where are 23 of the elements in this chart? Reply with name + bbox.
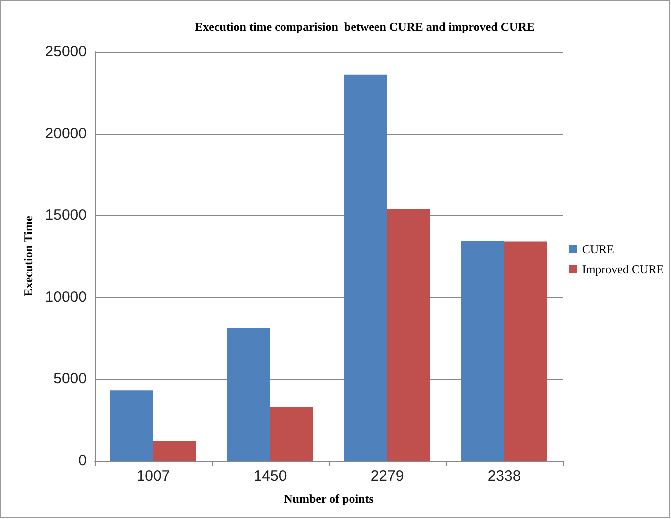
bar [110,390,154,461]
x-tick-label: 1450 [254,468,288,485]
y-tick-label: 0 [78,452,87,470]
legend-label: Improved CURE [582,262,664,276]
bar [344,74,388,461]
y-tick-label: 15000 [45,207,87,224]
x-tick-label: 1007 [136,468,170,485]
bar [462,240,504,461]
y-tick-label: 5000 [54,370,87,388]
y-tick-label: 20000 [45,125,87,142]
x-tick-label: 2338 [488,468,522,485]
bar [270,407,314,461]
y-tick-label: 10000 [45,288,87,306]
y-tick-label: 25000 [45,44,87,60]
bar [154,441,196,461]
bar [388,209,430,461]
chart-title: Execution time comparision between CURE and improved CURE [195,20,535,34]
legend-label: CURE [582,242,614,256]
x-axis-title: Number of points [284,492,374,506]
x-tick-label: 2279 [370,468,404,485]
y-axis-title: Execution Time [21,216,36,297]
bar [228,328,270,461]
bar [504,242,548,461]
